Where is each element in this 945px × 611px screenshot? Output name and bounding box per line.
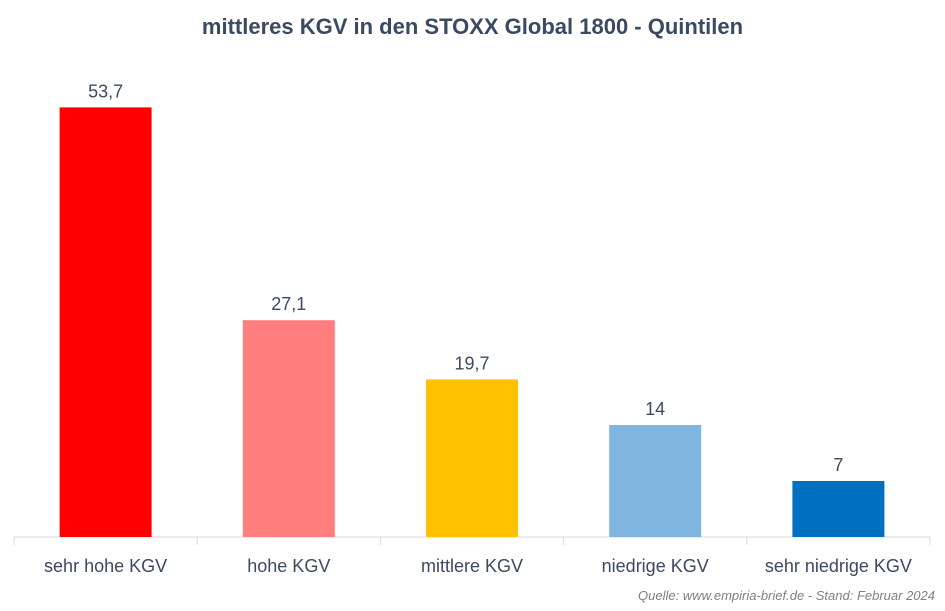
source-note: Quelle: www.empiria-brief.de - Stand: Fe… <box>638 588 935 603</box>
bar <box>242 320 335 537</box>
x-tick-label: mittlere KGV <box>421 556 523 576</box>
data-label: 14 <box>645 399 665 419</box>
bar <box>59 107 152 538</box>
data-label: 7 <box>833 455 843 475</box>
x-tick-label: hohe KGV <box>247 556 330 576</box>
data-label: 27,1 <box>271 294 306 314</box>
data-label: 53,7 <box>88 81 123 101</box>
data-label: 19,7 <box>454 353 489 373</box>
x-tick-label: sehr niedrige KGV <box>765 556 912 576</box>
chart-title: mittleres KGV in den STOXX Global 1800 -… <box>201 14 744 39</box>
bar <box>426 379 518 537</box>
bar <box>792 481 885 537</box>
bar <box>609 425 702 537</box>
x-tick-label: sehr hohe KGV <box>44 556 167 576</box>
x-tick-label: niedrige KGV <box>602 556 709 576</box>
